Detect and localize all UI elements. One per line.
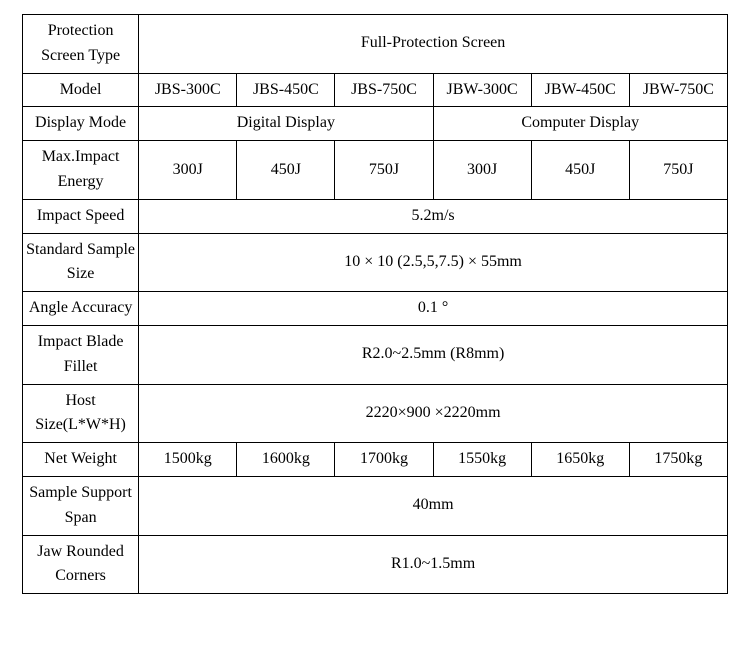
cell: JBW-750C xyxy=(629,73,727,107)
cell: Full-Protection Screen xyxy=(139,15,728,74)
cell: JBS-450C xyxy=(237,73,335,107)
row-header: Standard Sample Size xyxy=(23,233,139,292)
cell: R1.0~1.5mm xyxy=(139,535,728,594)
row-header: Impact Speed xyxy=(23,199,139,233)
table-row: Sample Support Span 40mm xyxy=(23,476,728,535)
table-row: Max.Impact Energy 300J 450J 750J 300J 45… xyxy=(23,141,728,200)
cell: Computer Display xyxy=(433,107,727,141)
row-header: Impact Blade Fillet xyxy=(23,325,139,384)
table-row: Impact Blade Fillet R2.0~2.5mm (R8mm) xyxy=(23,325,728,384)
spec-table: Protection Screen Type Full-Protection S… xyxy=(22,14,728,594)
cell: JBS-300C xyxy=(139,73,237,107)
cell: 1750kg xyxy=(629,443,727,477)
row-header: Host Size(L*W*H) xyxy=(23,384,139,443)
cell: 5.2m/s xyxy=(139,199,728,233)
row-header: Net Weight xyxy=(23,443,139,477)
cell: 300J xyxy=(139,141,237,200)
cell: Digital Display xyxy=(139,107,433,141)
table-row: Angle Accuracy 0.1 ° xyxy=(23,292,728,326)
cell: 2220×900 ×2220mm xyxy=(139,384,728,443)
row-header: Display Mode xyxy=(23,107,139,141)
row-header: Jaw Rounded Corners xyxy=(23,535,139,594)
row-header: Model xyxy=(23,73,139,107)
row-header: Sample Support Span xyxy=(23,476,139,535)
cell: 750J xyxy=(629,141,727,200)
cell: 1550kg xyxy=(433,443,531,477)
cell: 10 × 10 (2.5,5,7.5) × 55mm xyxy=(139,233,728,292)
table-row: Standard Sample Size 10 × 10 (2.5,5,7.5)… xyxy=(23,233,728,292)
table-row: Display Mode Digital Display Computer Di… xyxy=(23,107,728,141)
row-header: Max.Impact Energy xyxy=(23,141,139,200)
cell: 1600kg xyxy=(237,443,335,477)
table-row: Net Weight 1500kg 1600kg 1700kg 1550kg 1… xyxy=(23,443,728,477)
cell: 450J xyxy=(531,141,629,200)
cell: 1700kg xyxy=(335,443,433,477)
cell: 1650kg xyxy=(531,443,629,477)
cell: JBS-750C xyxy=(335,73,433,107)
cell: 750J xyxy=(335,141,433,200)
cell: 0.1 ° xyxy=(139,292,728,326)
table-row: Protection Screen Type Full-Protection S… xyxy=(23,15,728,74)
cell: 40mm xyxy=(139,476,728,535)
table-row: Host Size(L*W*H) 2220×900 ×2220mm xyxy=(23,384,728,443)
cell: 300J xyxy=(433,141,531,200)
cell: 1500kg xyxy=(139,443,237,477)
cell: R2.0~2.5mm (R8mm) xyxy=(139,325,728,384)
cell: JBW-450C xyxy=(531,73,629,107)
table-row: Jaw Rounded Corners R1.0~1.5mm xyxy=(23,535,728,594)
row-header: Protection Screen Type xyxy=(23,15,139,74)
table-row: Model JBS-300C JBS-450C JBS-750C JBW-300… xyxy=(23,73,728,107)
cell: JBW-300C xyxy=(433,73,531,107)
row-header: Angle Accuracy xyxy=(23,292,139,326)
table-row: Impact Speed 5.2m/s xyxy=(23,199,728,233)
cell: 450J xyxy=(237,141,335,200)
